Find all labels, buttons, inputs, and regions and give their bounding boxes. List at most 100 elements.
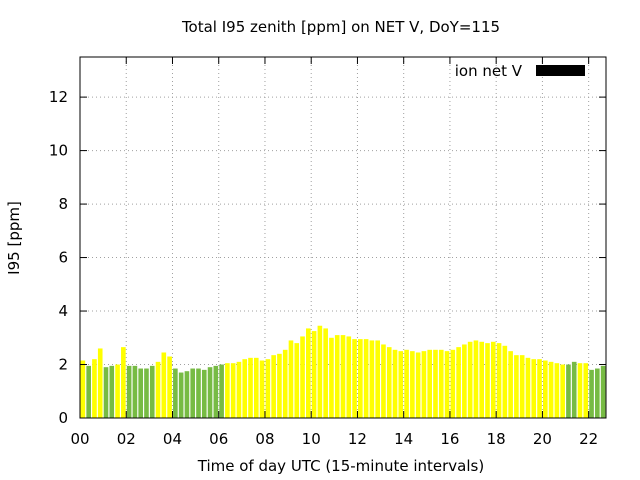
bar	[548, 361, 554, 418]
bar	[149, 365, 155, 418]
x-tick-label: 08	[255, 430, 274, 448]
bar	[173, 368, 178, 418]
bar	[80, 360, 86, 418]
bar	[421, 351, 427, 418]
chart-title: Total I95 zenith [ppm] on NET V, DoY=115	[181, 18, 500, 36]
bar	[282, 349, 288, 418]
bar	[300, 336, 305, 418]
bar	[271, 355, 276, 418]
bar	[496, 343, 502, 418]
x-tick-label: 20	[533, 430, 552, 448]
bar	[589, 369, 594, 418]
bar	[571, 361, 577, 418]
plot-frame	[79, 56, 607, 419]
legend-label: ion net V	[455, 62, 523, 80]
bar	[219, 364, 224, 418]
bar	[479, 341, 485, 418]
bar	[97, 348, 103, 418]
y-tick-label: 10	[49, 142, 68, 160]
bar	[456, 347, 461, 418]
bar	[381, 344, 386, 418]
bar	[109, 365, 115, 418]
bar	[375, 340, 380, 418]
bar	[323, 328, 328, 418]
y-tick-label: 4	[58, 302, 68, 320]
bar	[508, 351, 513, 418]
bar	[207, 367, 213, 418]
bar	[242, 359, 248, 418]
bar	[265, 359, 271, 418]
bar	[531, 359, 537, 418]
bar	[543, 360, 548, 418]
bar	[537, 359, 542, 418]
bar	[306, 328, 311, 418]
bar	[236, 361, 242, 418]
bar	[560, 364, 565, 418]
x-tick-label: 10	[302, 430, 321, 448]
bar	[519, 355, 525, 418]
bar	[178, 372, 184, 418]
bar	[190, 368, 196, 418]
bar	[201, 369, 207, 418]
bar	[115, 364, 120, 418]
bar	[595, 368, 600, 418]
bar	[392, 349, 398, 418]
bar	[317, 325, 323, 418]
bar	[415, 352, 421, 418]
x-tick-label: 14	[394, 430, 413, 448]
bar	[132, 365, 138, 418]
y-tick-label: 0	[58, 409, 68, 427]
bar	[490, 341, 496, 418]
bar	[329, 337, 334, 418]
bar	[230, 363, 236, 418]
bar	[462, 344, 467, 418]
bar	[248, 357, 253, 418]
legend: ion net V	[455, 62, 585, 80]
x-tick-label: 22	[579, 430, 598, 448]
y-tick-label: 8	[58, 195, 68, 213]
bar	[259, 360, 265, 418]
bar	[196, 368, 201, 418]
bar	[438, 349, 444, 418]
bar	[277, 353, 282, 418]
y-tick-label: 12	[49, 88, 68, 106]
bar	[144, 368, 149, 418]
bar	[473, 340, 479, 418]
bar	[253, 357, 259, 418]
bar	[358, 339, 363, 418]
y-tick-label: 6	[58, 249, 68, 267]
bar	[225, 363, 230, 418]
x-axis-label: Time of day UTC (15-minute intervals)	[197, 457, 484, 475]
bar	[288, 340, 294, 418]
bar	[398, 351, 404, 418]
grid-lines	[80, 57, 606, 418]
bar	[410, 351, 415, 418]
x-tick-label: 18	[487, 430, 506, 448]
bar	[213, 365, 219, 418]
bar	[600, 365, 606, 418]
bar	[566, 364, 571, 418]
bar	[369, 340, 375, 418]
bar	[583, 363, 589, 418]
bar	[167, 356, 172, 418]
bar	[92, 359, 97, 418]
bar	[433, 349, 438, 418]
bar	[554, 363, 560, 418]
bar	[485, 343, 490, 418]
bar	[444, 351, 450, 418]
bar	[450, 349, 456, 418]
bar	[103, 367, 109, 418]
bar	[363, 339, 369, 418]
bar	[352, 339, 357, 418]
bar	[404, 349, 409, 418]
x-tick-label: 12	[348, 430, 367, 448]
bar	[346, 336, 352, 418]
bar	[155, 361, 161, 418]
bars	[80, 325, 606, 418]
bar	[577, 363, 583, 418]
bar	[126, 365, 132, 418]
bar	[525, 357, 531, 418]
legend-swatch	[536, 65, 585, 76]
